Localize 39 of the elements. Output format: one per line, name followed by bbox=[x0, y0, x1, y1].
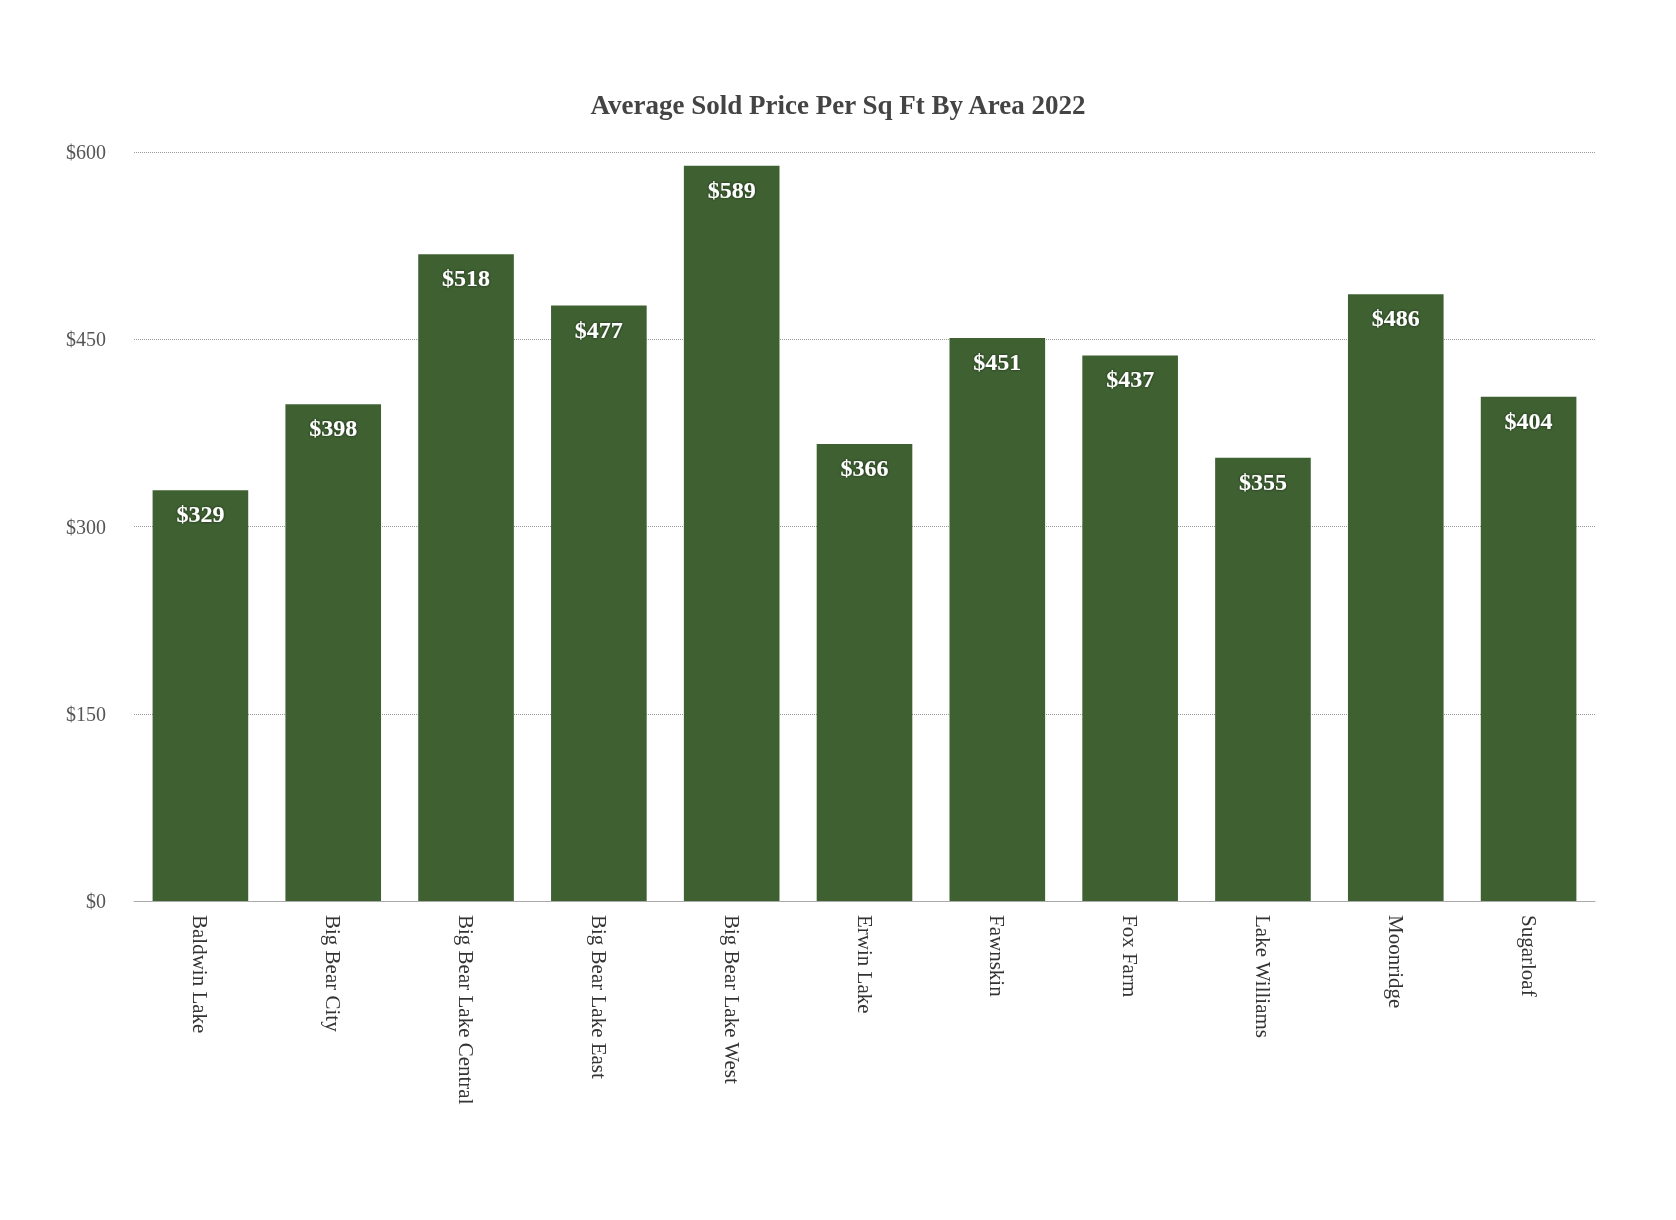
bar bbox=[683, 165, 780, 901]
x-tick-label: Lake Williams bbox=[1250, 915, 1275, 1038]
data-label: $486 bbox=[1371, 305, 1420, 332]
x-tick-label: Baldwin Lake bbox=[188, 915, 213, 1034]
bar bbox=[418, 254, 514, 901]
x-tick-label: Moonridge bbox=[1383, 915, 1408, 1009]
y-tick-label: $0 bbox=[86, 890, 106, 912]
x-tick-label: Big Bear Lake Central bbox=[454, 915, 479, 1105]
data-label: $398 bbox=[309, 415, 358, 442]
bar bbox=[285, 404, 382, 901]
data-label: $589 bbox=[707, 176, 756, 203]
data-label: $355 bbox=[1238, 468, 1287, 495]
data-label: $477 bbox=[574, 316, 623, 343]
bar bbox=[816, 444, 913, 901]
x-tick-label: Erwin Lake bbox=[852, 915, 877, 1014]
x-tick-label: Fawnskin bbox=[985, 915, 1010, 998]
bar bbox=[1347, 294, 1444, 901]
bar bbox=[949, 338, 1046, 901]
data-label: $366 bbox=[840, 455, 889, 482]
data-label: $518 bbox=[442, 265, 491, 292]
y-tick-label: $150 bbox=[66, 702, 106, 725]
x-tick-label: Big Bear Lake West bbox=[719, 915, 744, 1084]
x-tick-label: Big Bear Lake East bbox=[586, 915, 611, 1080]
bar bbox=[551, 305, 647, 901]
x-tick-label: Fox Farm bbox=[1118, 915, 1143, 998]
y-tick-label: $300 bbox=[66, 515, 106, 538]
data-label: $451 bbox=[973, 349, 1022, 375]
chart-title: Average Sold Price Per Sq Ft By Area 2022 bbox=[590, 89, 1086, 120]
bar bbox=[1480, 396, 1577, 901]
data-label: $329 bbox=[176, 501, 225, 528]
data-label: $437 bbox=[1106, 366, 1155, 393]
data-label: $404 bbox=[1504, 407, 1553, 434]
y-tick-label: $450 bbox=[66, 328, 106, 351]
x-tick-label: Sugarloaf bbox=[1516, 915, 1541, 997]
x-tick-label: Big Bear City bbox=[321, 915, 346, 1033]
y-tick-label: $600 bbox=[66, 141, 106, 163]
bar bbox=[152, 490, 249, 901]
bar bbox=[1082, 355, 1178, 901]
bar bbox=[1215, 457, 1311, 901]
